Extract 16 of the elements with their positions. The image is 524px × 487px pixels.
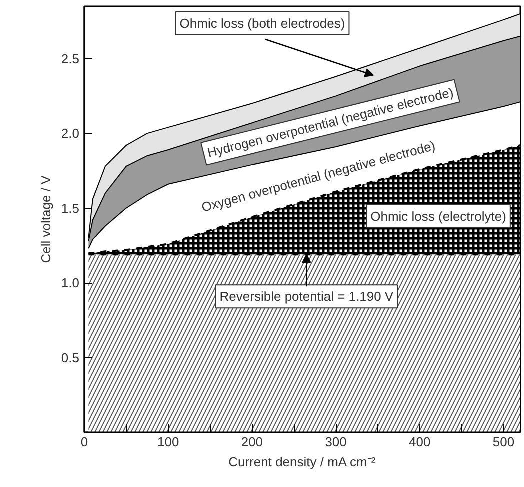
- annotation: Reversible potential = 1.190 V: [220, 289, 394, 304]
- x-tick-label: 500: [492, 434, 515, 450]
- y-tick-label: 1.5: [61, 200, 80, 216]
- annotation: Ohmic loss (electrolyte): [370, 209, 506, 224]
- x-tick-label: 200: [241, 434, 264, 450]
- x-tick-label: 0: [80, 434, 88, 450]
- y-tick-label: 2.0: [61, 126, 80, 142]
- y-axis-title: Cell voltage / V: [38, 175, 54, 264]
- annotation: Ohmic loss (both electrodes): [180, 16, 346, 31]
- y-tick-label: 1.0: [61, 276, 80, 291]
- y-tick-label: 0.5: [61, 350, 80, 366]
- y-tick-label: 2.5: [61, 51, 80, 66]
- x-tick-label: 300: [325, 434, 347, 450]
- x-tick-label: 400: [409, 434, 431, 450]
- x-tick-label: 100: [158, 434, 180, 450]
- x-axis-title: Current density / mA cm⁻²: [228, 454, 376, 470]
